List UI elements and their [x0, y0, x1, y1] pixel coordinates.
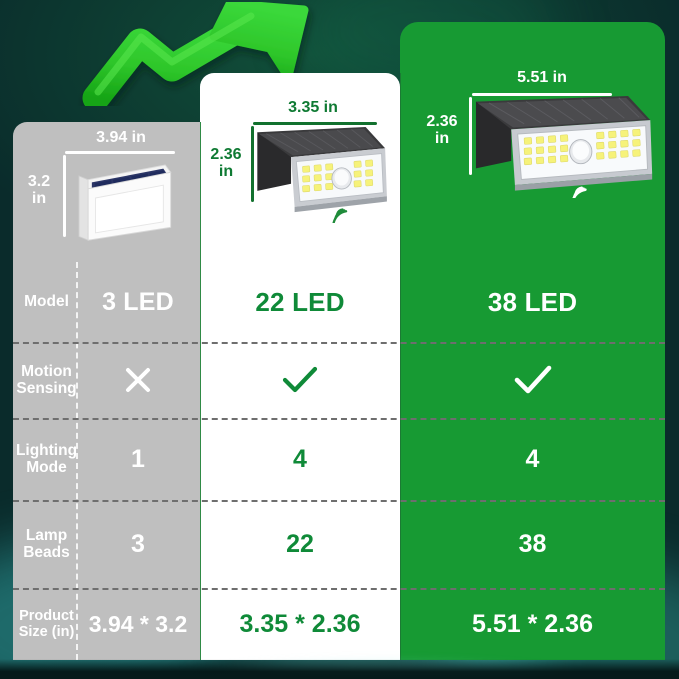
- row-label-model: Model: [13, 262, 76, 342]
- row-label-lighting-line1: Lighting: [15, 441, 78, 459]
- cell-lighting-22led: 4: [293, 444, 307, 473]
- check-icon: [282, 366, 318, 393]
- row-label-lamp-beads-text: Lamp Beads: [23, 527, 70, 562]
- dim-width-38led: 5.51 in: [517, 69, 567, 86]
- table-row: Lighting Mode 1 4 4: [13, 418, 665, 500]
- dim-width-line-38led: [472, 93, 612, 96]
- cell-motion-22led: [200, 342, 400, 418]
- cell-size-3led: 3.94 * 3.2: [88, 610, 188, 637]
- comparison-table: 3.94 in 3.2 in 3.: [13, 22, 665, 660]
- cell-model-38led: 38 LED: [487, 286, 578, 317]
- check-icon: [514, 365, 551, 394]
- column-divider-white-green: [399, 73, 401, 660]
- dim-height-3led-unit: in: [31, 189, 47, 207]
- dim-height-38led-value: 2.36: [426, 113, 458, 130]
- row-label-product-size-text: Product Size (in): [19, 608, 75, 640]
- bottom-fade: [0, 659, 679, 679]
- dim-width-line-3led: [65, 151, 175, 154]
- dim-height-3led-value: 3.2: [27, 173, 51, 190]
- table-row: Model 3 LED 22 LED 38 LED: [13, 262, 665, 342]
- cell-motion-38led: [400, 342, 665, 418]
- row-label-lighting-mode: Lighting Mode: [13, 418, 77, 500]
- row-label-model-text: Model: [24, 293, 69, 311]
- row-label-lamp-beads: Lamp Beads: [13, 500, 76, 588]
- solar-wall-light-3led-icon: [78, 164, 172, 241]
- row-divider: [13, 342, 665, 344]
- row-divider: [13, 588, 665, 590]
- dim-height-38led-unit: in: [434, 129, 450, 147]
- upward-trend-arrow-icon: [82, 2, 309, 106]
- dim-width-line-22led: [253, 122, 377, 125]
- product-image-38led: 5.51 in 2.36 in: [400, 22, 665, 262]
- row-label-lamp-line1: Lamp: [25, 526, 68, 544]
- table-row: Motion Sensing: [13, 342, 665, 418]
- table-row: Product Size (in) 3.94 * 3.2 3.35 * 2.36…: [13, 588, 665, 660]
- row-label-lighting-mode-text: Lighting Mode: [16, 442, 77, 477]
- dim-height-line-3led: [63, 155, 66, 237]
- product-image-3led: 3.94 in 3.2 in: [13, 122, 200, 262]
- row-label-motion-line1: Motion: [21, 362, 72, 380]
- dim-width-3led: 3.94 in: [96, 129, 146, 146]
- row-label-lighting-line2: Mode: [26, 459, 67, 476]
- row-label-size-line2: Size (in): [18, 624, 75, 640]
- dim-height-line-22led: [251, 126, 254, 202]
- cell-lighting-38led: 4: [525, 444, 540, 473]
- cell-lamp-beads-22led: 22: [286, 529, 314, 558]
- table-row: Lamp Beads 3 22 38: [13, 500, 665, 588]
- row-label-product-size: Product Size (in): [13, 588, 76, 660]
- cell-lamp-beads-3led: 3: [131, 529, 145, 558]
- row-label-motion-sensing-text: Motion Sensing: [16, 363, 76, 398]
- row-divider: [13, 418, 665, 420]
- dim-height-22led-unit: in: [218, 162, 234, 180]
- dim-width-22led: 3.35 in: [288, 99, 338, 116]
- column-divider-gray-white: [199, 122, 201, 660]
- row-label-size-line1: Product: [19, 607, 74, 624]
- solar-wall-light-38led-icon: [475, 96, 653, 198]
- cross-icon: [126, 368, 150, 392]
- cell-motion-3led: [76, 342, 200, 418]
- cell-lighting-3led: 1: [131, 444, 145, 473]
- row-divider: [13, 500, 665, 502]
- solar-wall-light-22led-icon: [257, 126, 387, 223]
- dim-height-22led-value: 2.36: [210, 146, 242, 163]
- product-image-22led: 3.35 in 2.36 in: [200, 73, 400, 262]
- cell-model-3led: 3 LED: [102, 287, 174, 316]
- row-label-motion-line2: Sensing: [16, 380, 77, 397]
- dim-height-38led: 2.36 in: [418, 113, 466, 148]
- dim-height-line-38led: [469, 97, 472, 175]
- cell-model-22led: 22 LED: [255, 286, 345, 317]
- row-label-lamp-line2: Beads: [23, 544, 70, 561]
- label-column-divider: [76, 262, 78, 660]
- dim-height-22led: 2.36 in: [202, 146, 250, 181]
- cell-lamp-beads-38led: 38: [518, 529, 547, 558]
- cell-size-22led: 3.35 * 2.36: [239, 609, 361, 638]
- cell-size-38led: 5.51 * 2.36: [472, 609, 593, 638]
- dim-height-3led: 3.2 in: [19, 173, 59, 208]
- row-label-motion-sensing: Motion Sensing: [13, 342, 76, 418]
